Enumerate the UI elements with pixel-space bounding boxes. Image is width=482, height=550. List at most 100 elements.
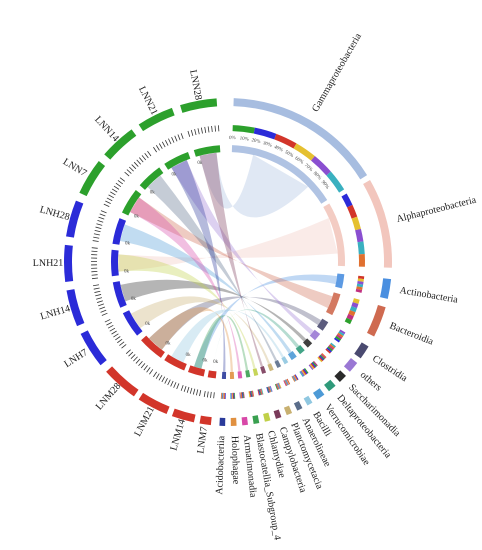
taxon-composition-slice [233, 392, 235, 399]
taxon-outer-arc [324, 379, 336, 392]
sample-tick [117, 338, 123, 344]
chord-ribbon [129, 197, 333, 309]
sample-tick [207, 126, 210, 133]
taxon-composition-slice [327, 346, 333, 352]
sample-tick [164, 139, 169, 146]
percent-tick-label: 70% [303, 163, 313, 173]
sample-tick [194, 129, 197, 136]
sample-inner-arc [193, 145, 221, 157]
sample-tick [95, 294, 102, 297]
taxon-inner-arc [295, 345, 305, 355]
sample-tick [100, 309, 107, 313]
sample-tick [161, 376, 166, 383]
taxon-composition-slice [224, 392, 225, 399]
taxon-composition-slice [328, 345, 334, 351]
start-tick-label: 0k [213, 360, 219, 365]
chord-ribbon [199, 152, 264, 367]
sample-tick [94, 290, 101, 293]
taxon-outer-arc [334, 370, 346, 382]
sample-inner-arc [111, 249, 119, 277]
percent-tick-label: 10% [239, 136, 249, 142]
sample-tick [153, 371, 157, 378]
chord-ribbon [212, 309, 300, 371]
taxon-outer-arc [366, 304, 386, 337]
sample-label: LNH7 [62, 347, 89, 370]
taxon-composition-slice [292, 375, 297, 382]
taxon-composition-slice [301, 369, 306, 376]
sample-tick [121, 344, 127, 349]
taxon-composition-slice [275, 383, 279, 390]
sample-tick [192, 388, 196, 395]
taxon-outer-arc [363, 180, 392, 268]
taxon-outer-arc [263, 412, 271, 422]
sample-tick [189, 387, 193, 394]
taxon-composition-slice [257, 389, 260, 396]
chord-ribbon [147, 175, 278, 362]
taxon-composition-slice [253, 127, 277, 140]
taxon-composition-slice [357, 241, 365, 255]
sample-tick [168, 138, 172, 145]
sample-tick [177, 134, 181, 141]
sample-tick [133, 161, 139, 167]
sample-tick [139, 157, 144, 163]
taxon-outer-arc [230, 417, 237, 426]
taxon-composition-slice [251, 390, 254, 397]
sample-tick [99, 306, 106, 310]
sample-inner-arc [141, 335, 165, 358]
chord-ribbon [130, 296, 271, 365]
taxon-composition-slice [267, 386, 270, 393]
taxon-composition-slice [231, 392, 232, 399]
taxon-composition-slice [284, 379, 289, 386]
taxon-composition-slice [220, 392, 222, 399]
sample-tick [183, 385, 187, 392]
taxon-composition-slice [335, 335, 342, 341]
taxon-composition-slice [339, 329, 346, 335]
taxon-outer-arc [283, 405, 293, 416]
taxon-composition-slice [277, 382, 281, 389]
sample-tick [111, 188, 118, 193]
sample-label: LNN7 [61, 156, 89, 179]
taxon-composition-slice [243, 392, 245, 399]
taxon-composition-slice [268, 386, 272, 393]
sample-outer-arc [79, 161, 106, 197]
chord-ribbon [199, 152, 309, 218]
taxon-inner-arc [252, 368, 259, 377]
sample-label: LNH14 [39, 303, 71, 322]
sample-tick [95, 226, 102, 229]
sample-label: LNN28 [187, 69, 203, 101]
taxon-inner-arc [237, 371, 243, 379]
sample-tick [204, 126, 207, 133]
taxon-composition-slice [294, 374, 298, 381]
taxon-outer-arc [273, 409, 282, 419]
start-tick-label: 0k [145, 322, 151, 327]
taxon-composition-slice [349, 306, 358, 313]
taxon-composition-slice [276, 383, 280, 390]
sample-tick [170, 380, 174, 387]
taxon-composition-slice [357, 275, 365, 280]
taxon-outer-arc [252, 415, 260, 424]
taxon-composition-slice [317, 357, 323, 363]
taxon-composition-slice [352, 298, 360, 304]
chord-ribbon [171, 160, 314, 335]
sample-inner-arc [164, 152, 191, 170]
chord-ribbon [148, 307, 233, 372]
taxon-composition-slice [311, 362, 317, 368]
taxon-composition-slice [232, 392, 234, 399]
taxon-composition-slice [269, 386, 272, 393]
start-tick-label: 0k [124, 270, 130, 275]
sample-outer-arc [138, 392, 170, 415]
taxon-composition-slice [310, 363, 316, 369]
taxon-composition-slice [258, 389, 261, 396]
sample-tick [167, 379, 171, 386]
sample-tick [136, 159, 142, 165]
sample-tick [91, 247, 98, 249]
chord-ribbon [129, 197, 241, 372]
sample-tick [173, 382, 177, 388]
start-tick-label: 0k [197, 161, 203, 166]
taxon-composition-slice [278, 382, 282, 389]
taxon-composition-slice [230, 392, 232, 399]
taxon-label: Actinobacteria [399, 285, 459, 306]
taxon-composition-slice [294, 374, 299, 380]
taxon-composition-slice [274, 384, 278, 390]
taxon-composition-slice [232, 125, 255, 134]
